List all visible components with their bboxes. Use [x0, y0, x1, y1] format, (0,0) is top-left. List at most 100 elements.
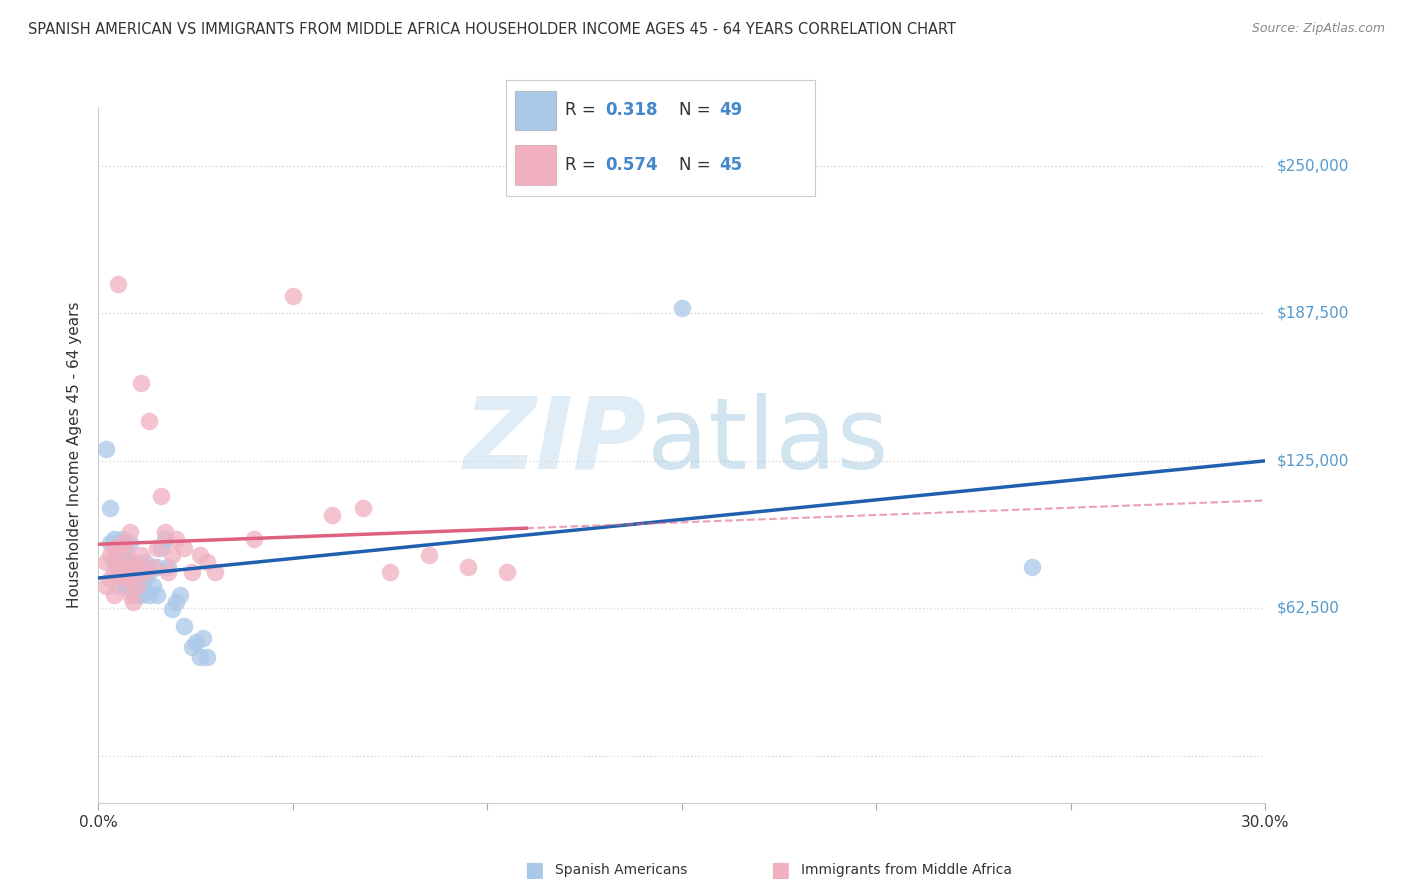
Point — [153, 524, 176, 539]
Point — [457, 560, 479, 574]
Point — [127, 588, 149, 602]
Point — [169, 588, 191, 602]
Point — [98, 572, 121, 586]
Point — [107, 579, 129, 593]
Point — [204, 565, 226, 579]
Point — [173, 541, 195, 555]
Point — [118, 572, 141, 586]
Point — [149, 541, 172, 555]
Point — [111, 548, 134, 562]
Point — [114, 560, 136, 574]
Bar — [516, 91, 555, 130]
Text: atlas: atlas — [647, 392, 889, 490]
Point — [134, 555, 156, 569]
Text: 49: 49 — [720, 102, 742, 120]
Text: 0.318: 0.318 — [605, 102, 658, 120]
Point — [111, 572, 134, 586]
Point — [243, 532, 266, 546]
Point — [195, 649, 218, 664]
Text: R =: R = — [565, 156, 600, 174]
Point — [157, 565, 180, 579]
Point — [103, 588, 125, 602]
Point — [122, 579, 145, 593]
Point — [134, 565, 156, 579]
Point — [107, 555, 129, 569]
Point — [122, 560, 145, 574]
Point — [114, 579, 136, 593]
Point — [127, 560, 149, 574]
Point — [107, 565, 129, 579]
Point — [165, 595, 187, 609]
Point — [111, 555, 134, 569]
Point — [96, 555, 118, 569]
Point — [153, 532, 176, 546]
Point — [184, 635, 207, 649]
Point — [134, 572, 156, 586]
Point — [98, 536, 121, 550]
Text: $187,500: $187,500 — [1277, 306, 1348, 321]
Point — [495, 565, 517, 579]
Point — [165, 532, 187, 546]
Point — [118, 536, 141, 550]
Point — [188, 649, 211, 664]
Point — [111, 536, 134, 550]
Text: 0.574: 0.574 — [605, 156, 658, 174]
Point — [127, 565, 149, 579]
Point — [107, 560, 129, 574]
Text: ■: ■ — [770, 860, 790, 880]
Point — [127, 579, 149, 593]
Point — [129, 560, 152, 574]
Point — [118, 588, 141, 602]
Point — [129, 588, 152, 602]
Point — [180, 640, 202, 654]
Point — [142, 560, 165, 574]
Point — [281, 289, 304, 303]
Point — [138, 414, 160, 428]
Point — [1021, 560, 1043, 574]
Point — [378, 565, 402, 579]
Point — [103, 541, 125, 555]
Text: 45: 45 — [720, 156, 742, 174]
Point — [321, 508, 343, 522]
Point — [98, 500, 121, 515]
Text: ■: ■ — [524, 860, 544, 880]
Text: $62,500: $62,500 — [1277, 600, 1340, 615]
Text: N =: N = — [679, 156, 716, 174]
Point — [671, 301, 693, 315]
Point — [142, 579, 165, 593]
Text: N =: N = — [679, 102, 716, 120]
Point — [96, 579, 118, 593]
Point — [118, 555, 141, 569]
Point — [173, 619, 195, 633]
Point — [129, 548, 152, 562]
Text: Spanish Americans: Spanish Americans — [555, 863, 688, 877]
Y-axis label: Householder Income Ages 45 - 64 years: Householder Income Ages 45 - 64 years — [67, 301, 83, 608]
Point — [103, 532, 125, 546]
Text: SPANISH AMERICAN VS IMMIGRANTS FROM MIDDLE AFRICA HOUSEHOLDER INCOME AGES 45 - 6: SPANISH AMERICAN VS IMMIGRANTS FROM MIDD… — [28, 22, 956, 37]
Text: ZIP: ZIP — [464, 392, 647, 490]
Text: Immigrants from Middle Africa: Immigrants from Middle Africa — [801, 863, 1012, 877]
Point — [127, 579, 149, 593]
Point — [118, 565, 141, 579]
Point — [107, 277, 129, 291]
Point — [122, 583, 145, 598]
Text: $250,000: $250,000 — [1277, 159, 1348, 174]
Point — [162, 548, 184, 562]
Point — [162, 602, 184, 616]
Point — [138, 588, 160, 602]
Point — [146, 541, 169, 555]
Point — [122, 555, 145, 569]
Point — [352, 500, 374, 515]
Bar — [516, 145, 555, 185]
Point — [129, 376, 152, 390]
Point — [103, 555, 125, 569]
Text: R =: R = — [565, 102, 600, 120]
Point — [146, 588, 169, 602]
Point — [122, 595, 145, 609]
Point — [114, 541, 136, 555]
Point — [118, 524, 141, 539]
Point — [146, 560, 169, 574]
Point — [114, 565, 136, 579]
Point — [114, 548, 136, 562]
Text: Source: ZipAtlas.com: Source: ZipAtlas.com — [1251, 22, 1385, 36]
